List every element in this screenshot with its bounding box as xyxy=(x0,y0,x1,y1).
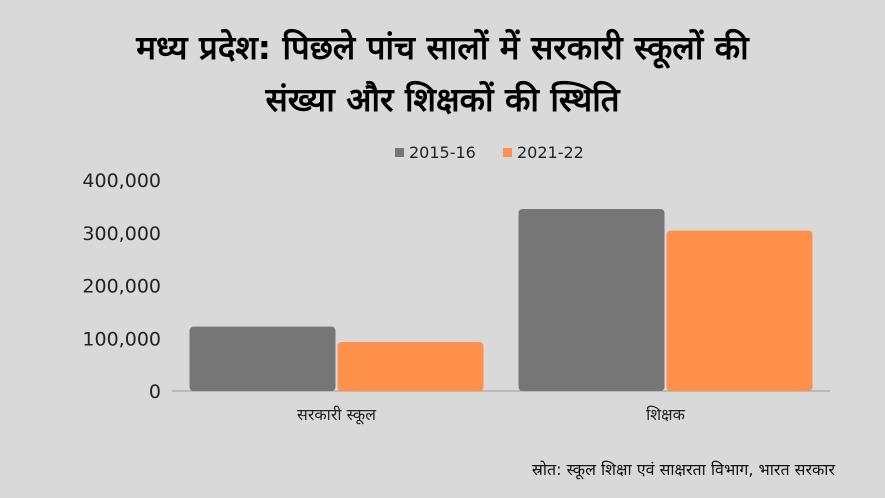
y-tick-label: 300,000 xyxy=(82,223,161,245)
y-tick-label: 400,000 xyxy=(82,170,161,192)
bar-2015-16-1 xyxy=(189,326,336,391)
bar-2015-16-2 xyxy=(518,209,665,391)
legend-label: 2021-22 xyxy=(517,143,584,162)
bar-2021-22-1 xyxy=(337,341,484,391)
chart-title-line-1: मध्य प्रदेश: पिछले पांच सालों में सरकारी… xyxy=(136,28,749,67)
y-tick-label: 0 xyxy=(149,381,161,403)
source-note: स्रोत: स्कूल शिक्षा एवं साक्षरता विभाग, … xyxy=(531,460,835,479)
chart-title: मध्य प्रदेश: पिछले पांच सालों में सरकारी… xyxy=(0,22,885,126)
x-tick-label: शिक्षक xyxy=(646,405,685,424)
legend-swatch xyxy=(395,148,404,157)
chart-title-line-2: संख्या और शिक्षकों की स्थिति xyxy=(265,80,620,119)
y-tick-label: 100,000 xyxy=(82,328,161,350)
legend-label: 2015-16 xyxy=(409,143,476,162)
x-tick-label: सरकारी स्कूल xyxy=(297,405,377,425)
legend-swatch xyxy=(503,148,512,157)
y-tick-label: 200,000 xyxy=(82,276,161,298)
bar-2021-22-2 xyxy=(666,230,813,391)
